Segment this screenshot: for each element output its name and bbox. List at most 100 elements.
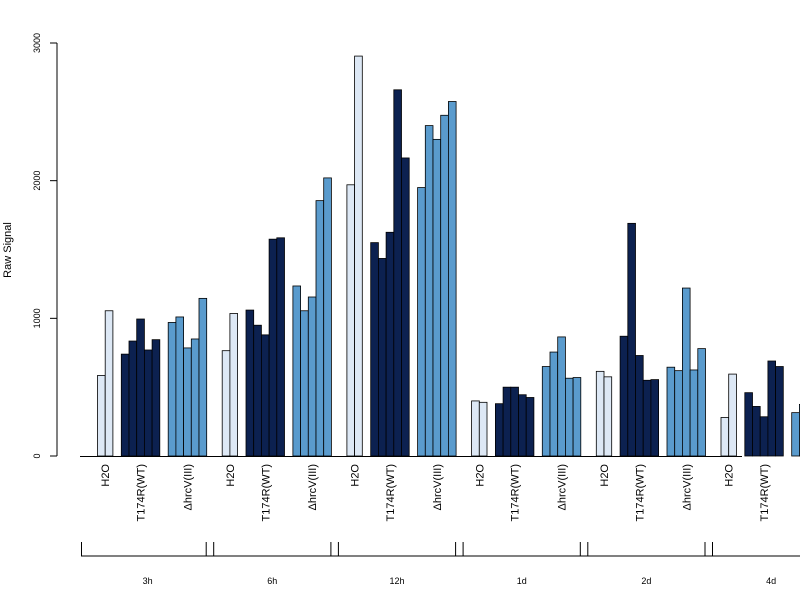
bar xyxy=(720,417,730,457)
group-label: 4d xyxy=(766,576,776,586)
bar xyxy=(370,242,379,457)
subgroup-label: H2O xyxy=(474,464,486,487)
bar xyxy=(775,366,784,457)
bar xyxy=(221,350,231,457)
bar xyxy=(276,237,285,457)
subgroup-label: ΔhrcV(III) xyxy=(557,464,569,510)
bar xyxy=(245,309,255,457)
y-axis-label: Raw Signal xyxy=(2,222,14,278)
bar xyxy=(447,101,457,457)
bar xyxy=(642,379,652,457)
bar xyxy=(183,347,192,457)
bar xyxy=(791,412,800,457)
bar xyxy=(104,310,114,457)
bar xyxy=(767,360,777,457)
bar xyxy=(752,406,761,457)
group-label: 6h xyxy=(267,576,277,586)
bar xyxy=(253,324,262,457)
bar xyxy=(635,355,644,457)
bar xyxy=(377,258,387,457)
bar xyxy=(572,377,582,457)
bar xyxy=(650,379,660,457)
subgroup-label: T174R(WT) xyxy=(634,464,646,521)
bar xyxy=(229,313,238,457)
y-tick-label: 1000 xyxy=(32,308,42,328)
bar xyxy=(143,349,153,457)
bar xyxy=(268,238,278,457)
bar xyxy=(393,89,402,457)
subgroup-label: H2O xyxy=(724,464,736,487)
subgroup-label: ΔhrcV(III) xyxy=(681,464,693,510)
bar xyxy=(120,353,130,457)
bar xyxy=(689,369,699,457)
bar xyxy=(128,340,138,457)
subgroup-label: T174R(WT) xyxy=(136,464,148,521)
bar xyxy=(502,386,512,457)
subgroup-label: T174R(WT) xyxy=(260,464,272,521)
bar xyxy=(728,373,737,457)
subgroup-label: T174R(WT) xyxy=(385,464,397,521)
bar xyxy=(510,386,519,457)
bar xyxy=(346,184,355,457)
bar xyxy=(136,318,145,457)
y-axis: 0 1000 2000 3000 xyxy=(32,33,58,459)
group-brackets xyxy=(81,542,800,557)
bar xyxy=(260,334,270,457)
subgroup-label: ΔhrcV(III) xyxy=(432,464,444,510)
bar xyxy=(385,231,395,457)
bar xyxy=(666,366,676,457)
bar xyxy=(315,200,325,457)
bar xyxy=(151,339,161,457)
bar xyxy=(525,397,535,457)
group-bracket xyxy=(579,542,713,557)
group-labels: 3h6h12h1d2d4d6d xyxy=(143,576,777,586)
group-label: 2d xyxy=(641,576,651,586)
bar xyxy=(424,125,434,457)
bar xyxy=(417,187,426,457)
subgroup-label: ΔhrcV(III) xyxy=(307,464,319,510)
bar xyxy=(744,392,753,457)
bar xyxy=(603,376,613,457)
bar xyxy=(478,401,488,457)
bar xyxy=(175,316,184,457)
bar xyxy=(354,55,363,457)
group-bracket xyxy=(704,542,800,557)
group-label: 1d xyxy=(517,576,527,586)
y-tick-label: 0 xyxy=(32,453,42,458)
subgroup-labels: H2O T174R(WT) ΔhrcV(III) H2O T174R(WT) ΔhrcV(… xyxy=(100,464,771,522)
bar xyxy=(697,348,706,457)
subgroup-label: T174R(WT) xyxy=(510,464,522,521)
bar xyxy=(674,370,683,457)
group-label: 12h xyxy=(389,576,404,586)
bar xyxy=(682,287,691,457)
bar xyxy=(759,416,769,457)
bar xyxy=(323,177,332,457)
bar xyxy=(190,338,200,457)
subgroup-label: T174R(WT) xyxy=(759,464,771,521)
bar xyxy=(565,377,574,457)
group-label: 3h xyxy=(143,576,153,586)
bar xyxy=(167,322,177,457)
group-bracket xyxy=(455,542,589,557)
group-bracket xyxy=(205,542,339,557)
y-tick-label: 3000 xyxy=(32,33,42,53)
bar xyxy=(440,114,449,457)
bar xyxy=(494,403,504,457)
subgroup-label: H2O xyxy=(599,464,611,487)
bar xyxy=(307,296,317,457)
bar xyxy=(471,400,480,457)
y-tick-label: 2000 xyxy=(32,171,42,191)
bar xyxy=(300,310,309,457)
group-bracket xyxy=(81,542,215,557)
bar xyxy=(619,335,629,457)
subgroup-label: H2O xyxy=(350,464,362,487)
bar xyxy=(518,394,527,457)
bar xyxy=(401,157,410,457)
subgroup-label: H2O xyxy=(225,464,237,487)
bar xyxy=(292,285,301,457)
bar xyxy=(557,336,566,457)
subgroup-label: ΔhrcV(III) xyxy=(182,464,194,510)
bar xyxy=(627,222,636,457)
bar xyxy=(595,370,605,457)
